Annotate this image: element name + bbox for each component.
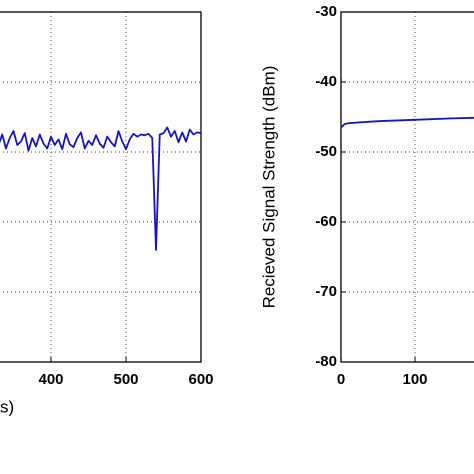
data-line — [340, 116, 474, 129]
x-tick-label: 600 — [188, 371, 213, 388]
y-tick-label: -30 — [315, 3, 337, 20]
y-tick-label: -60 — [315, 213, 337, 230]
y-tick-label: -50 — [315, 143, 337, 160]
axes-box — [340, 11, 474, 363]
data-line — [0, 126, 202, 251]
axes-box — [0, 11, 202, 363]
x-tick-label: 400 — [38, 371, 63, 388]
y-tick-label: -40 — [315, 73, 337, 90]
y-axis-label: Recieved Signal Strength (dBm) — [259, 66, 278, 309]
y-tick-label: -70 — [315, 283, 337, 300]
x-tick-label: 500 — [113, 371, 138, 388]
x-tick-label: 100 — [402, 371, 427, 388]
y-tick-label: -80 — [315, 353, 337, 370]
x-tick-label: 0 — [337, 371, 345, 388]
x-axis-label: s) — [0, 397, 14, 416]
